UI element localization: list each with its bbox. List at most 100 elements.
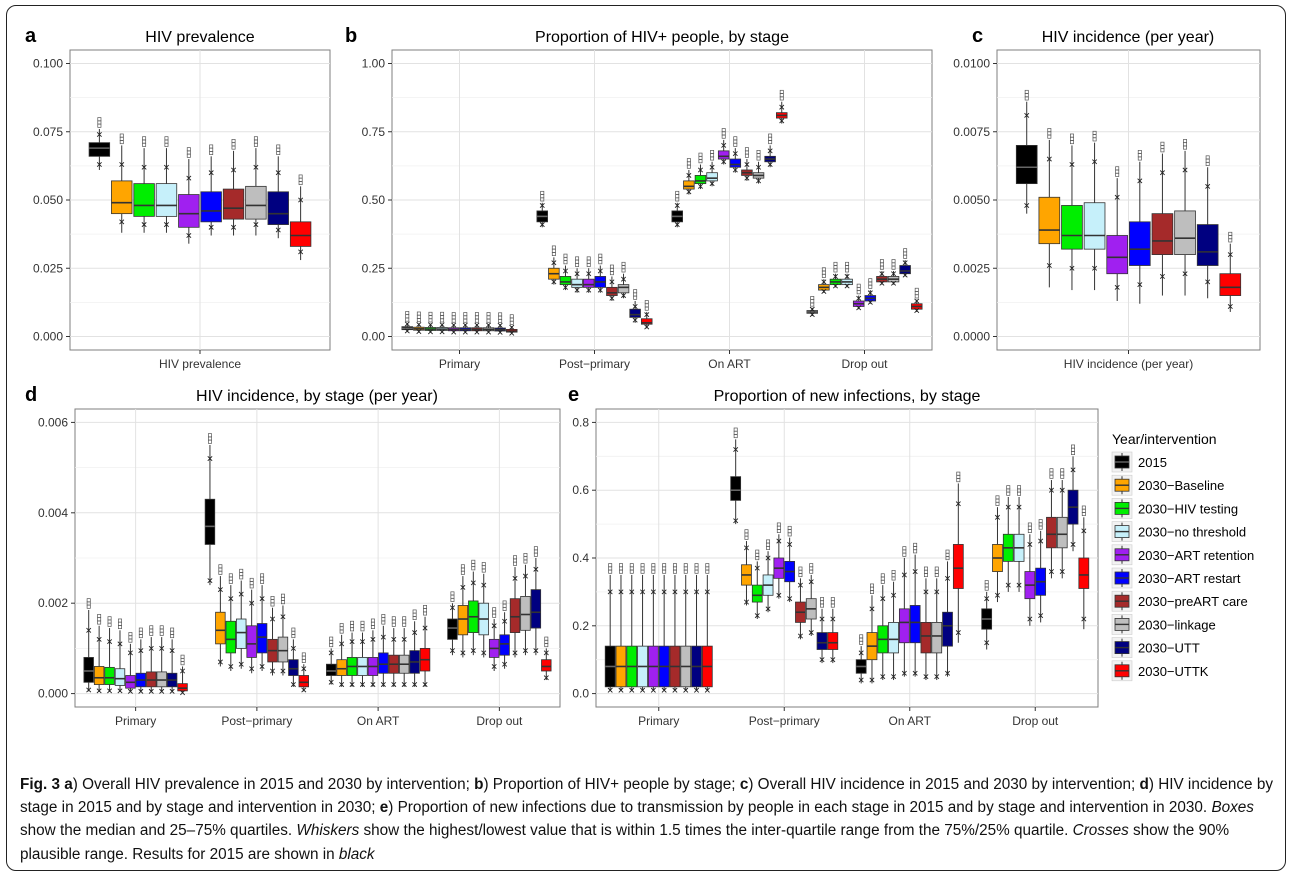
plausible-range-cross — [138, 648, 144, 654]
plausible-range-cross — [819, 616, 825, 622]
box-2030−UTT — [267, 144, 289, 239]
box-iqr — [245, 185, 267, 220]
box-2030−no threshold — [888, 570, 899, 681]
box-iqr — [751, 584, 763, 603]
plausible-range-cross — [901, 572, 907, 578]
outlier-point — [186, 147, 191, 152]
plausible-range-cross — [1182, 271, 1188, 277]
outlier-point — [845, 261, 850, 266]
plausible-range-cross — [923, 589, 929, 595]
outlier-point — [1160, 141, 1165, 146]
panel-a: a HIV prevalence 0.000 0.025 0.050 0.075 0.100… — [25, 25, 331, 371]
plausible-range-cross — [1227, 303, 1233, 309]
outlier-point — [119, 133, 124, 138]
box-2030−UTT — [494, 312, 506, 335]
plausible-range-cross — [117, 688, 123, 694]
plausible-range-cross — [127, 650, 133, 656]
outlier-point — [463, 312, 468, 317]
panel-d: d HIV incidence, by stage (per year) 0.000… — [25, 384, 561, 728]
outlier-point — [683, 563, 688, 568]
box-2030−linkage — [398, 616, 410, 688]
plausible-range-cross — [672, 589, 678, 595]
plausible-range-cross — [217, 659, 223, 665]
box-2030−preART care — [388, 616, 399, 688]
box-2030−UTT — [691, 563, 702, 693]
plausible-range-cross — [169, 648, 175, 654]
outlier-point — [412, 609, 417, 614]
plausible-range-cross — [1159, 170, 1165, 176]
plausible-range-cross — [249, 666, 255, 672]
box-iqr — [931, 622, 943, 654]
outlier-point — [471, 559, 476, 564]
plausible-range-cross — [422, 625, 428, 631]
plausible-range-cross — [709, 164, 715, 170]
outlier-point — [651, 563, 656, 568]
plausible-range-cross — [1059, 487, 1065, 493]
box-iqr — [222, 188, 245, 220]
plausible-range-cross — [1205, 183, 1211, 189]
plausible-range-cross — [661, 687, 667, 693]
legend-key — [1111, 637, 1133, 658]
box-iqr — [888, 622, 899, 654]
box-iqr — [717, 150, 730, 160]
plausible-range-cross — [269, 668, 276, 674]
plausible-range-cross — [412, 630, 418, 636]
outlier-point — [276, 144, 281, 149]
plausible-range-cross — [809, 312, 815, 318]
box-2030−preART care — [509, 555, 521, 658]
plausible-range-cross — [809, 306, 815, 312]
x-tick-label: Drop out — [1012, 714, 1059, 728]
plausible-range-cross — [754, 565, 760, 571]
outlier-point — [821, 267, 826, 272]
plausible-range-cross — [238, 661, 244, 667]
plausible-range-cross — [301, 687, 307, 693]
box-2030−HIV testing — [468, 559, 479, 656]
box-2030−Baseline — [615, 563, 627, 693]
box-iqr — [1151, 213, 1174, 255]
plausible-range-cross — [869, 677, 875, 683]
caption-fragment: ) Proportion of new infections due to tr… — [388, 799, 1212, 817]
plausible-range-cross — [522, 573, 528, 579]
outlier-point — [830, 597, 835, 602]
plausible-range-cross — [1024, 202, 1030, 208]
plausible-range-cross — [502, 618, 508, 624]
box-2030−Baseline — [215, 564, 226, 667]
plausible-range-cross — [891, 280, 897, 286]
box-2030−preART care — [920, 566, 932, 681]
outlier-point — [486, 312, 491, 317]
box-iqr — [336, 659, 347, 676]
box-2030−HIV testing — [559, 253, 572, 291]
panel-letter: e — [568, 384, 579, 406]
outlier-point — [360, 620, 365, 625]
box-2030−HIV testing — [1061, 133, 1083, 291]
plausible-range-cross — [686, 172, 692, 178]
plausible-range-cross — [683, 589, 689, 595]
box-2030−ART retention — [898, 546, 910, 677]
plausible-range-cross — [821, 288, 827, 294]
plausible-range-cross — [821, 279, 827, 285]
outlier-point — [766, 539, 771, 544]
outlier-point — [880, 573, 885, 578]
box-2030−Baseline — [336, 623, 347, 688]
x-tick-label: On ART — [889, 714, 932, 728]
box-2030−linkage — [1174, 139, 1196, 296]
plausible-range-cross — [509, 330, 515, 336]
plausible-range-cross — [269, 616, 276, 622]
box-2030−UTT — [288, 627, 299, 688]
legend-key — [1111, 590, 1133, 612]
plausible-range-cross — [253, 164, 259, 170]
box-2030−no threshold — [762, 539, 774, 613]
plausible-range-cross — [632, 303, 638, 309]
box-2030−UTTK — [289, 174, 312, 261]
figure-caption: Fig. 3 a) Overall HIV prevalence in 2015… — [20, 773, 1275, 866]
plausible-range-cross — [618, 589, 624, 595]
plausible-range-cross — [787, 596, 793, 602]
box-iqr — [899, 265, 911, 275]
caption-fragment: b — [474, 776, 484, 793]
outlier-point — [879, 259, 884, 264]
box-2030−preART care — [146, 625, 157, 694]
box-2030−preART care — [222, 139, 245, 236]
plausible-range-cross — [404, 328, 410, 334]
box-2030−HIV testing — [1002, 485, 1014, 592]
outlier-point — [301, 652, 306, 657]
